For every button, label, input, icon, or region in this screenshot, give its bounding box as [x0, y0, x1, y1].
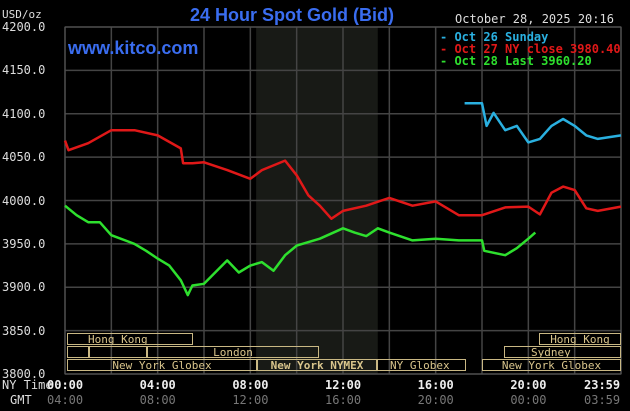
session-ny-globex: New York Globex — [67, 359, 257, 371]
series-line-0 — [464, 102, 622, 144]
timestamp: October 28, 2025 20:16 — [455, 12, 614, 26]
session-box — [67, 346, 89, 358]
legend-oct27: - Oct 27 NY close 3980.40 — [440, 42, 621, 56]
x-tick-gmt: 03:59 — [584, 393, 621, 407]
legend-oct26: - Oct 26 Sunday — [440, 30, 549, 44]
x-tick-gmt: 16:00 — [325, 393, 362, 407]
session-sydney: Sydney — [504, 346, 621, 358]
x-tick-ny: 04:00 — [139, 378, 176, 392]
session-ny-globex-3: New York Globex — [482, 359, 621, 371]
y-tick-label: 3950.0 — [2, 236, 46, 251]
x-tick-gmt: 12:00 — [232, 393, 269, 407]
y-tick-label: 3800.0 — [2, 367, 46, 381]
series-line-2 — [64, 204, 537, 297]
x-tick-ny: 20:00 — [510, 378, 547, 392]
y-tick-label: 4050.0 — [2, 150, 46, 165]
series-line-1 — [63, 128, 622, 220]
session-ny-nymex: New York NYMEX — [257, 359, 377, 371]
y-tick-label: 3850.0 — [2, 323, 46, 338]
session-hong-kong: Hong Kong — [67, 333, 193, 345]
x-tick-gmt: 08:00 — [139, 393, 176, 407]
y-tick-label: 4000.0 — [2, 193, 46, 208]
ny-time-label: NY Time — [2, 378, 53, 392]
x-tick-ny: 16:00 — [417, 378, 454, 392]
chart-title: 24 Hour Spot Gold (Bid) — [190, 5, 394, 25]
session-london: London — [147, 346, 319, 358]
y-unit-label: USD/oz — [2, 8, 42, 21]
x-tick-ny: 08:00 — [232, 378, 269, 392]
x-tick-ny: 12:00 — [325, 378, 362, 392]
y-tick-label: 4200.0 — [2, 20, 46, 34]
legend-oct28: - Oct 28 Last 3960.20 — [440, 54, 592, 68]
y-tick-label: 3900.0 — [2, 280, 46, 295]
site-link[interactable]: www.kitco.com — [68, 38, 199, 58]
x-tick-gmt: 00:00 — [510, 393, 547, 407]
y-tick-label: 4100.0 — [2, 106, 46, 121]
plot-border — [64, 26, 622, 375]
x-tick-gmt: 20:00 — [417, 393, 454, 407]
x-tick-gmt: 04:00 — [47, 393, 84, 407]
session-box — [89, 346, 147, 358]
y-tick-label: 4150.0 — [2, 63, 46, 78]
x-tick-ny: 00:00 — [47, 378, 84, 392]
x-tick-ny: 23:59 — [584, 378, 621, 392]
session-ny-globex-2: NY Globex — [377, 359, 466, 371]
session-hong-kong-2: Hong Kong — [539, 333, 621, 345]
gmt-label: GMT — [10, 393, 32, 407]
